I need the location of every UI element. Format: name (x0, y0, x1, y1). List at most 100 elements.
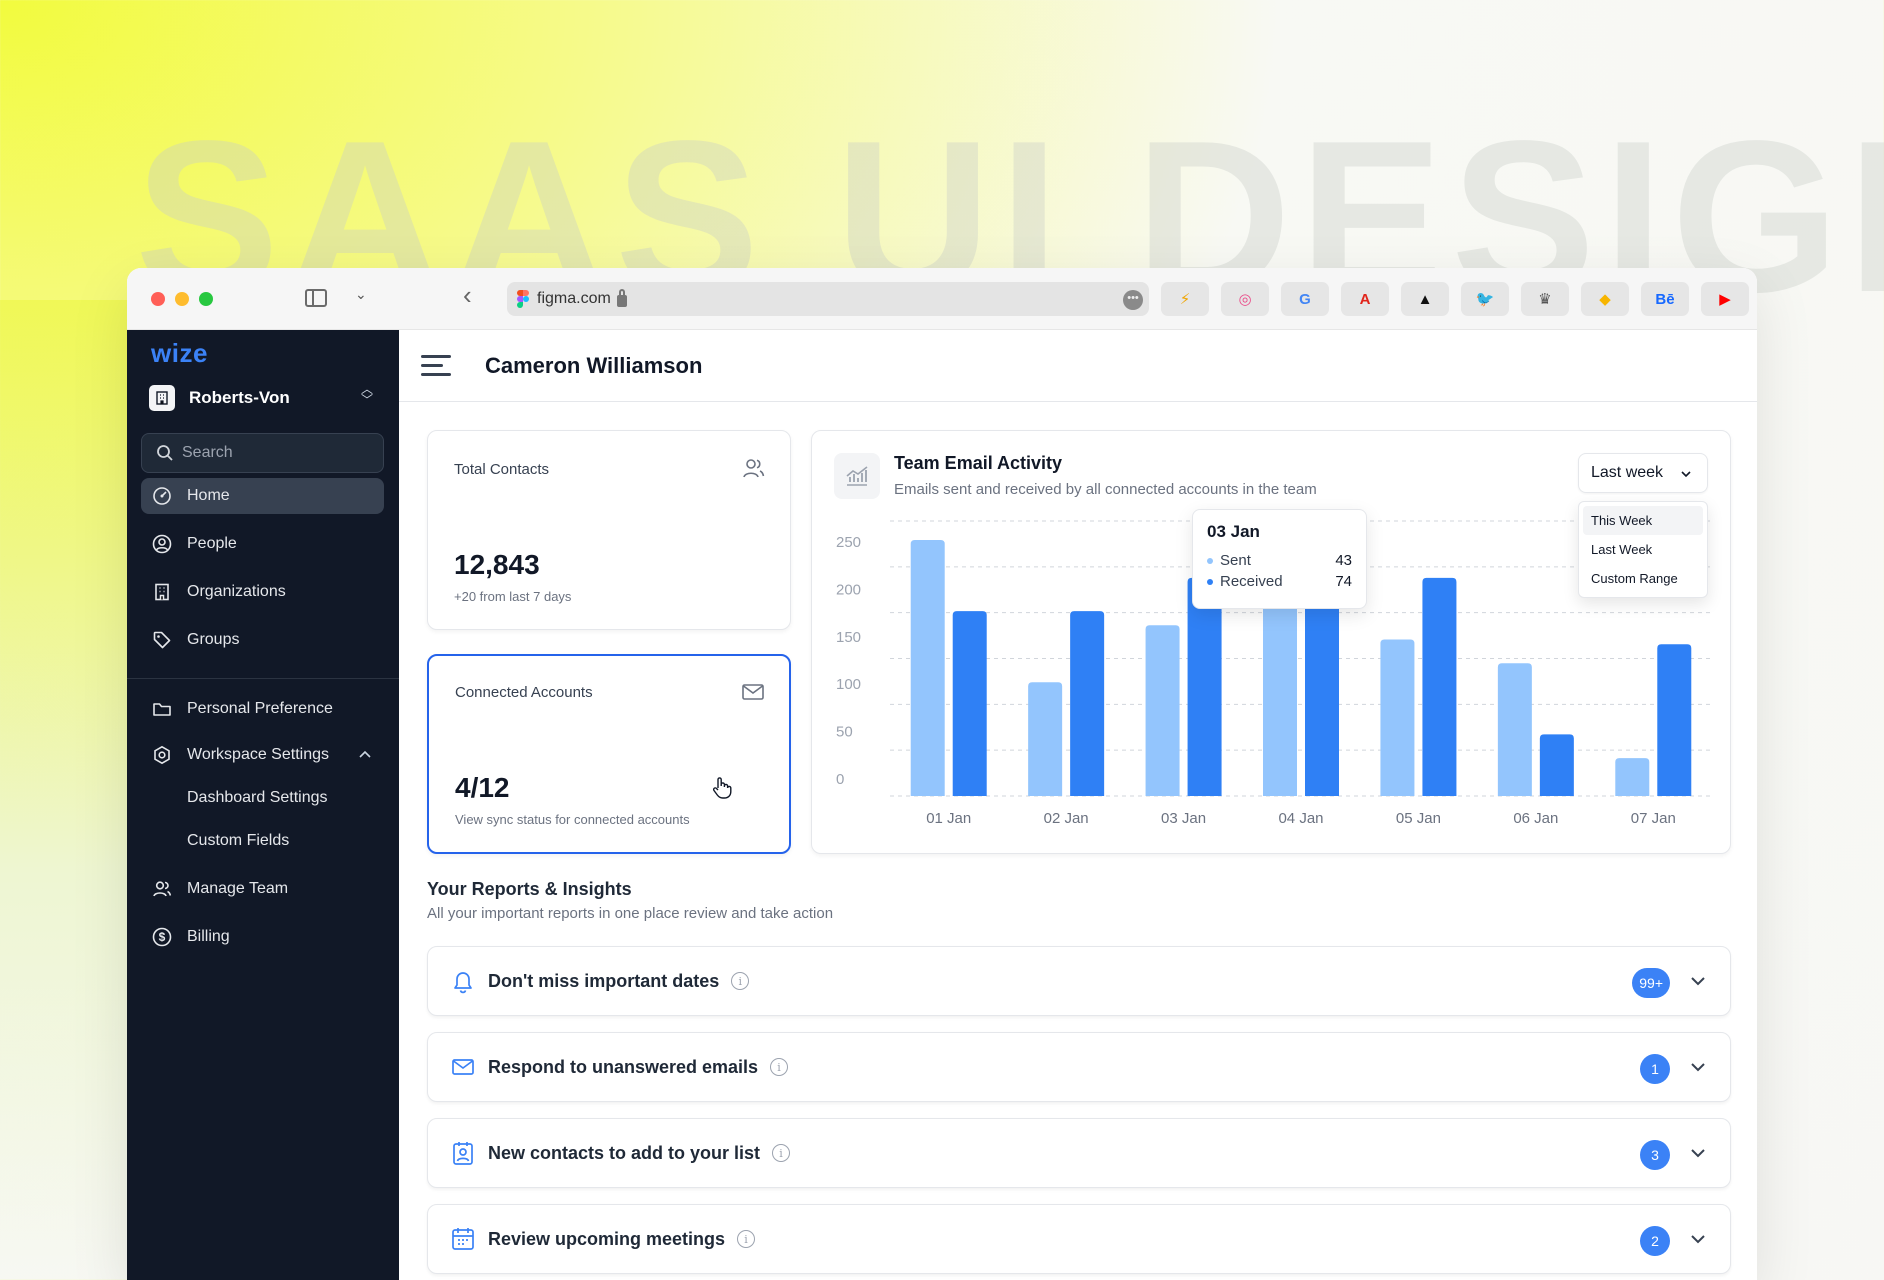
sidebar-item-custom-fields[interactable]: Custom Fields (141, 823, 384, 859)
x-tick-label: 07 Jan (1631, 810, 1676, 827)
bolt-icon[interactable]: ⚡ (1161, 282, 1209, 316)
team-icon (151, 878, 173, 900)
report-upcoming-meetings[interactable]: Review upcoming meetings i 2 (427, 1204, 1731, 1274)
sidebar-item-manage-team[interactable]: Manage Team (141, 871, 384, 907)
svg-text:$: $ (159, 930, 166, 944)
chevron-down-icon[interactable]: ⌄ (355, 286, 367, 302)
bookmarks-bar: ⚡ ◎ G A ▲ 🐦 ♛ ◆ Bē ▶ (1161, 282, 1749, 316)
dropdown-option-this-week[interactable]: This Week (1583, 506, 1703, 535)
connected-accounts-card[interactable]: Connected Accounts 4/12 View sync status… (427, 654, 791, 854)
report-label: Don't miss important dates (488, 970, 720, 991)
bar-received[interactable] (1070, 611, 1105, 796)
back-arrow-icon[interactable]: ‹ (463, 280, 472, 310)
more-icon[interactable]: ••• (1123, 290, 1143, 310)
info-icon[interactable]: i (731, 972, 750, 990)
sidebar-item-label: Workspace Settings (187, 746, 329, 763)
youtube-icon[interactable]: ▶ (1701, 282, 1749, 316)
brand-logo: wize (151, 338, 208, 368)
sidebar-item-people[interactable]: People (141, 526, 384, 562)
stat-label: Connected Accounts (455, 684, 593, 701)
bar-sent[interactable] (910, 539, 945, 796)
total-contacts-card[interactable]: Total Contacts 12,843 +20 from last 7 da… (427, 430, 791, 630)
search-input[interactable]: Search (141, 433, 384, 473)
search-placeholder: Search (182, 444, 233, 461)
bar-sent[interactable] (1263, 577, 1297, 796)
adobe-icon[interactable]: A (1341, 282, 1389, 316)
sidebar-item-personal-preference[interactable]: Personal Preference (141, 691, 384, 727)
minimize-window-button[interactable] (175, 292, 189, 306)
bar-received[interactable] (1657, 644, 1692, 796)
chevron-down-icon[interactable] (1688, 971, 1708, 996)
stat-value: 12,843 (454, 549, 540, 580)
google-icon[interactable]: G (1281, 282, 1329, 316)
contact-card-icon (450, 1140, 476, 1166)
sidebar-item-organizations[interactable]: Organizations (141, 574, 384, 610)
count-badge: 3 (1640, 1140, 1670, 1170)
chevron-down-icon[interactable] (1688, 1143, 1708, 1168)
lock-icon (616, 289, 627, 307)
sidebar-item-dashboard-settings[interactable]: Dashboard Settings (141, 780, 384, 816)
workspace-name: Roberts-Von (189, 388, 290, 407)
menu-icon[interactable] (421, 355, 451, 376)
sidebar-item-home[interactable]: Home (141, 478, 384, 514)
dropdown-option-last-week[interactable]: Last Week (1591, 542, 1653, 557)
info-icon[interactable]: i (737, 1230, 756, 1248)
chevron-down-icon[interactable] (1688, 1229, 1708, 1254)
maximize-window-button[interactable] (199, 292, 213, 306)
bar-received[interactable] (1187, 577, 1222, 796)
x-tick-label: 05 Jan (1396, 810, 1441, 827)
settings-hexagon-icon (151, 744, 173, 766)
tooltip-label: Received (1220, 573, 1283, 590)
dashboard-gauge-icon (151, 485, 173, 507)
bar-received[interactable] (1305, 573, 1339, 796)
sidebar-item-label: Manage Team (187, 880, 289, 897)
report-unanswered-emails[interactable]: Respond to unanswered emails i 1 (427, 1032, 1731, 1102)
count-badge: 1 (1640, 1054, 1670, 1084)
page-title: Cameron Williamson (485, 352, 703, 378)
report-important-dates[interactable]: Don't miss important dates i 99+ (427, 946, 1731, 1016)
sidebar-item-workspace-settings[interactable]: Workspace Settings (141, 737, 384, 773)
dribbble-icon[interactable]: ◎ (1221, 282, 1269, 316)
report-label: New contacts to add to your list (488, 1142, 761, 1163)
report-new-contacts[interactable]: New contacts to add to your list i 3 (427, 1118, 1731, 1188)
sidebar-item-billing[interactable]: $ Billing (141, 919, 384, 955)
date-range-select[interactable]: Last week (1578, 453, 1708, 493)
bell-icon (450, 968, 476, 994)
sidebar-item-label: Dashboard Settings (187, 789, 328, 806)
window-controls (151, 292, 213, 306)
tooltip-date: 03 Jan (1207, 522, 1260, 541)
behance-icon[interactable]: Bē (1641, 282, 1689, 316)
info-icon[interactable]: i (770, 1058, 789, 1076)
adidas-icon[interactable]: ▲ (1401, 282, 1449, 316)
info-icon[interactable]: i (772, 1144, 791, 1162)
twitter-icon[interactable]: 🐦 (1461, 282, 1509, 316)
tooltip-value: 43 (1335, 552, 1352, 569)
close-window-button[interactable] (151, 292, 165, 306)
bar-sent[interactable] (1145, 625, 1180, 796)
chevron-down-icon[interactable] (1688, 1057, 1708, 1082)
x-tick-label: 06 Jan (1513, 810, 1558, 827)
bar-sent[interactable] (1028, 682, 1063, 796)
sidebar: wize Roberts-Von ︿ ﹀ Search Home People (127, 330, 399, 1280)
report-label: Respond to unanswered emails (488, 1056, 759, 1077)
mail-icon (450, 1054, 476, 1080)
bar-sent[interactable] (1615, 758, 1650, 796)
reports-section-title: Your Reports & Insights (427, 879, 632, 899)
sidebar-item-groups[interactable]: Groups (141, 622, 384, 658)
tooltip-label: Sent (1220, 552, 1251, 569)
x-tick-label: 02 Jan (1044, 810, 1089, 827)
dropdown-option-custom-range[interactable]: Custom Range (1591, 571, 1678, 586)
bar-received[interactable] (952, 611, 987, 796)
crown-icon[interactable]: ♛ (1521, 282, 1569, 316)
address-bar[interactable]: figma.com ••• (507, 282, 1149, 316)
bar-received[interactable] (1539, 734, 1574, 796)
bar-sent[interactable] (1380, 639, 1415, 796)
sidebar-toggle-icon[interactable] (305, 289, 327, 307)
building-icon (149, 385, 175, 411)
stat-subtext: View sync status for connected accounts (455, 812, 690, 827)
sidebar-item-label: Billing (187, 928, 230, 945)
workspace-switcher[interactable]: Roberts-Von ︿ ﹀ (149, 383, 379, 412)
sketch-icon[interactable]: ◆ (1581, 282, 1629, 316)
bar-sent[interactable] (1497, 663, 1532, 796)
bar-received[interactable] (1422, 577, 1457, 796)
